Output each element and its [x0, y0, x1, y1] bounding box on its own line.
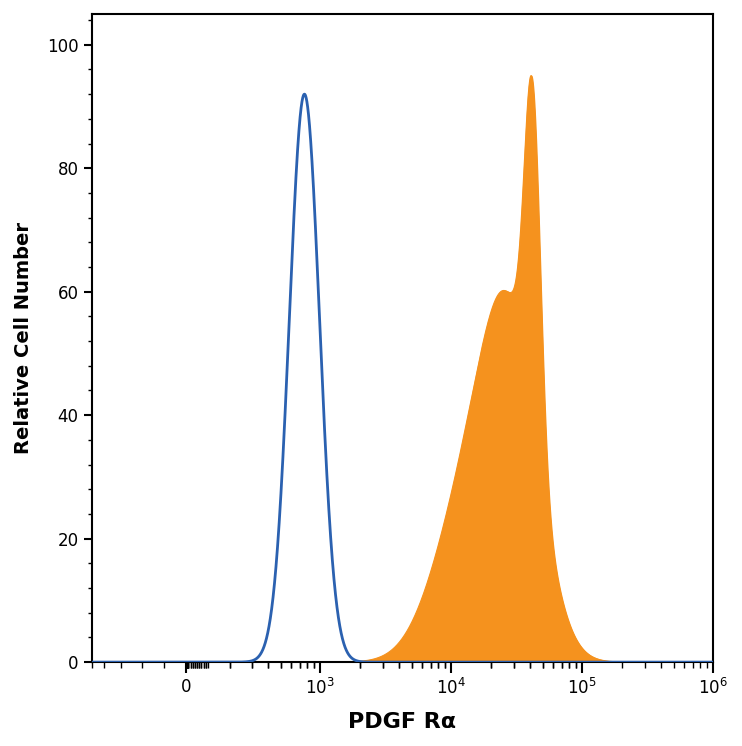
- X-axis label: PDGF Rα: PDGF Rα: [349, 712, 456, 732]
- Y-axis label: Relative Cell Number: Relative Cell Number: [14, 222, 33, 454]
